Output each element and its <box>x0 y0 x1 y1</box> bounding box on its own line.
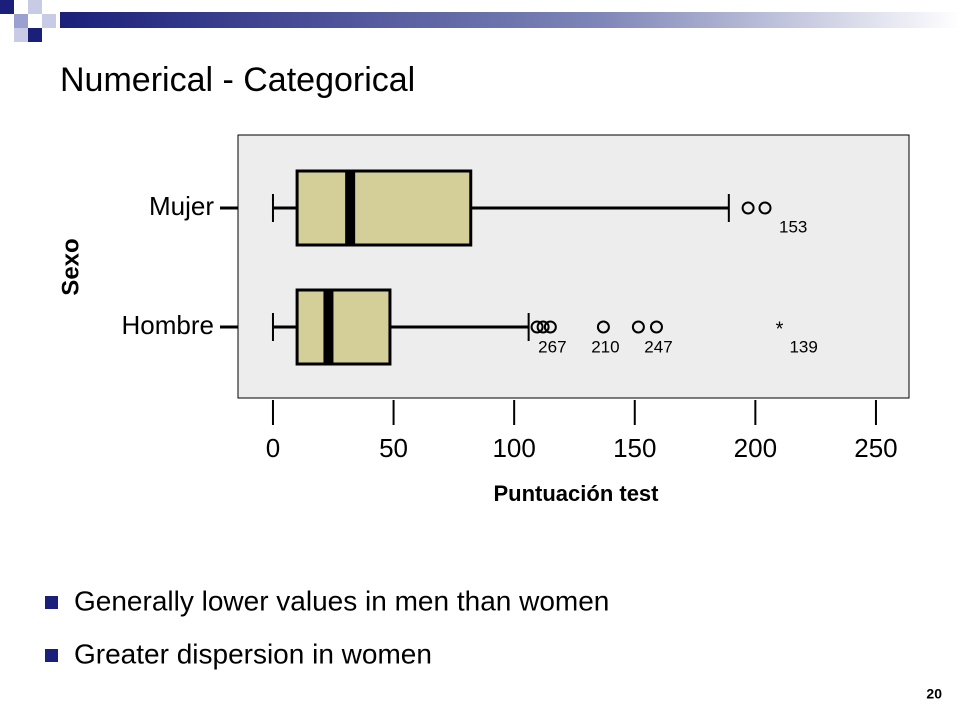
outlier-label: 153 <box>779 217 807 236</box>
outlier <box>543 320 557 334</box>
y-tick-label: Hombre <box>122 310 214 340</box>
x-tick-label: 250 <box>854 433 897 463</box>
outlier-label: 210 <box>591 337 619 356</box>
outlier-label: 247 <box>644 337 672 356</box>
box <box>295 288 392 366</box>
x-tick-label: 0 <box>266 433 280 463</box>
bullet: Generally lower values in men than women <box>74 585 609 616</box>
outlier <box>758 201 772 215</box>
x-tick-label: 150 <box>613 433 656 463</box>
outlier <box>631 320 645 334</box>
y-axis-label: Sexo <box>57 238 84 295</box>
x-tick-label: 50 <box>379 433 408 463</box>
outlier <box>536 320 550 334</box>
outlier <box>530 320 544 334</box>
bullet-marker <box>45 649 58 662</box>
y-tick-label: Mujer <box>149 191 214 221</box>
outlier <box>649 320 663 334</box>
extreme-label: 139 <box>789 337 817 356</box>
outlier <box>741 201 755 215</box>
box <box>295 169 473 247</box>
x-tick-label: 100 <box>492 433 535 463</box>
extreme: * <box>776 318 784 340</box>
median <box>323 290 334 364</box>
x-tick-label: 200 <box>734 433 777 463</box>
bullet: Greater dispersion in women <box>74 638 432 669</box>
bullet-marker <box>45 596 58 609</box>
median <box>345 171 356 245</box>
x-axis-label: Puntuación test <box>493 481 659 506</box>
decoration <box>0 0 960 42</box>
slide-title: Numerical - Categorical <box>60 61 415 99</box>
outlier-label: 267 <box>538 337 566 356</box>
outlier <box>596 320 610 334</box>
page-number: 20 <box>926 686 942 702</box>
